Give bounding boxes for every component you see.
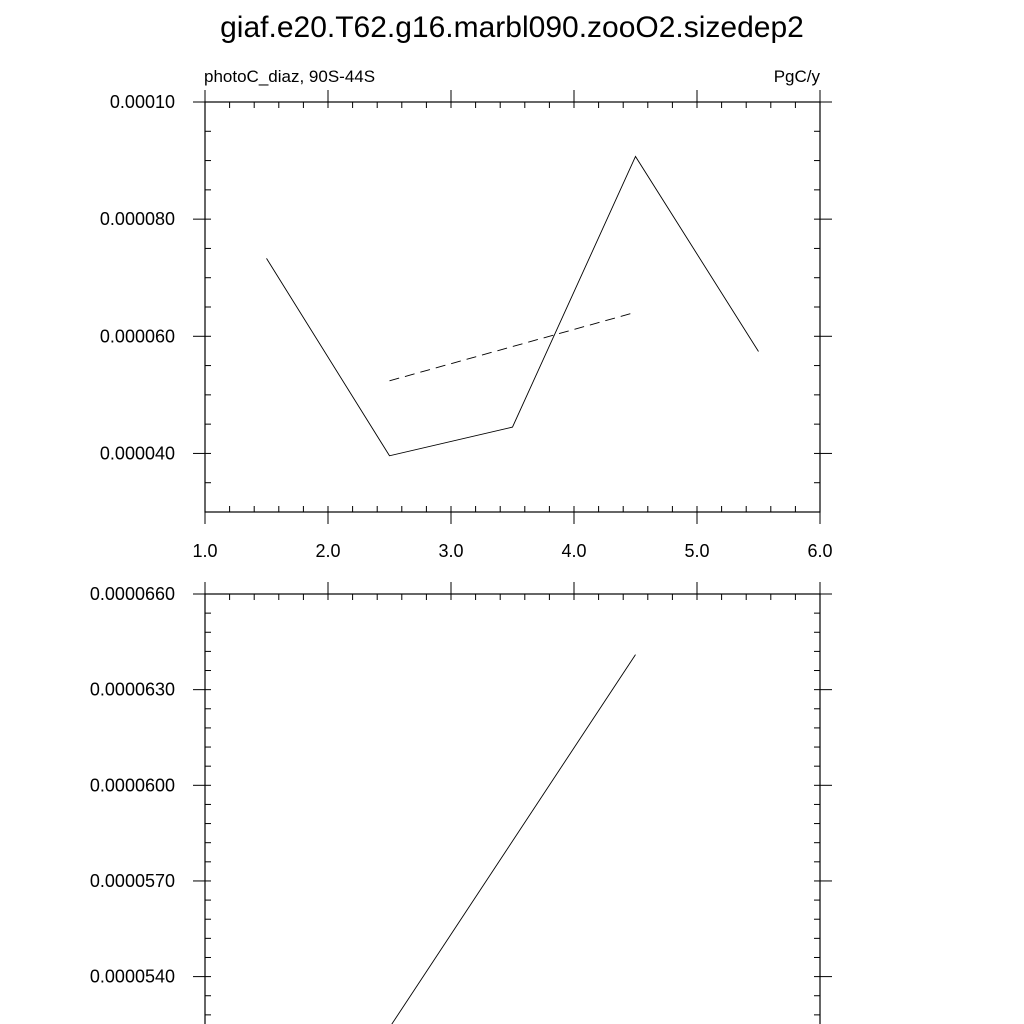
lower-panel-y-tick-labels: 0.0000540 0.0000570 0.0000600 0.0000630 0.00… xyxy=(90,584,175,987)
upper-x-tick-label: 3.0 xyxy=(438,541,463,561)
lower-y-tick-label: 0.0000570 xyxy=(90,871,175,891)
lower-panel: 0.0000540 0.0000570 0.0000600 0.0000630 0.00… xyxy=(90,582,832,1024)
upper-panel-right-label: PgC/y xyxy=(774,67,821,86)
upper-x-tick-label: 5.0 xyxy=(684,541,709,561)
upper-y-tick-label: 0.000040 xyxy=(100,443,175,463)
upper-panel-x-tick-labels: 1.0 2.0 3.0 4.0 5.0 6.0 xyxy=(192,541,832,561)
upper-x-tick-label: 2.0 xyxy=(315,541,340,561)
lower-series-line-1 xyxy=(391,654,636,1024)
lower-panel-series xyxy=(391,654,636,1024)
upper-y-tick-label: 0.000060 xyxy=(100,326,175,346)
chart-title: giaf.e20.T62.g16.marbl090.zooO2.sizedep2 xyxy=(220,11,804,44)
upper-y-tick-label: 0.00010 xyxy=(110,92,175,112)
lower-y-tick-label: 0.0000540 xyxy=(90,967,175,987)
upper-panel-y-tick-labels: 0.000040 0.000060 0.000080 0.00010 xyxy=(100,92,175,463)
lower-panel-frame xyxy=(204,593,821,1024)
upper-panel-ticks xyxy=(193,90,832,524)
upper-y-tick-label: 0.000080 xyxy=(100,209,175,229)
upper-panel: photoC_diaz, 90S-44S PgC/y 0.0000400.000… xyxy=(100,67,833,561)
lower-y-tick-label: 0.0000600 xyxy=(90,775,175,795)
lower-panel-ticks xyxy=(193,582,832,1016)
upper-series-line-1 xyxy=(266,155,759,457)
upper-series-line-2 xyxy=(389,311,636,382)
upper-x-tick-label: 4.0 xyxy=(561,541,586,561)
lower-y-tick-label: 0.0000660 xyxy=(90,584,175,604)
upper-x-tick-label: 1.0 xyxy=(192,541,217,561)
upper-x-tick-label: 6.0 xyxy=(807,541,832,561)
lower-y-tick-label: 0.0000630 xyxy=(90,680,175,700)
upper-panel-left-label: photoC_diaz, 90S-44S xyxy=(204,67,375,86)
upper-panel-series xyxy=(266,155,759,457)
